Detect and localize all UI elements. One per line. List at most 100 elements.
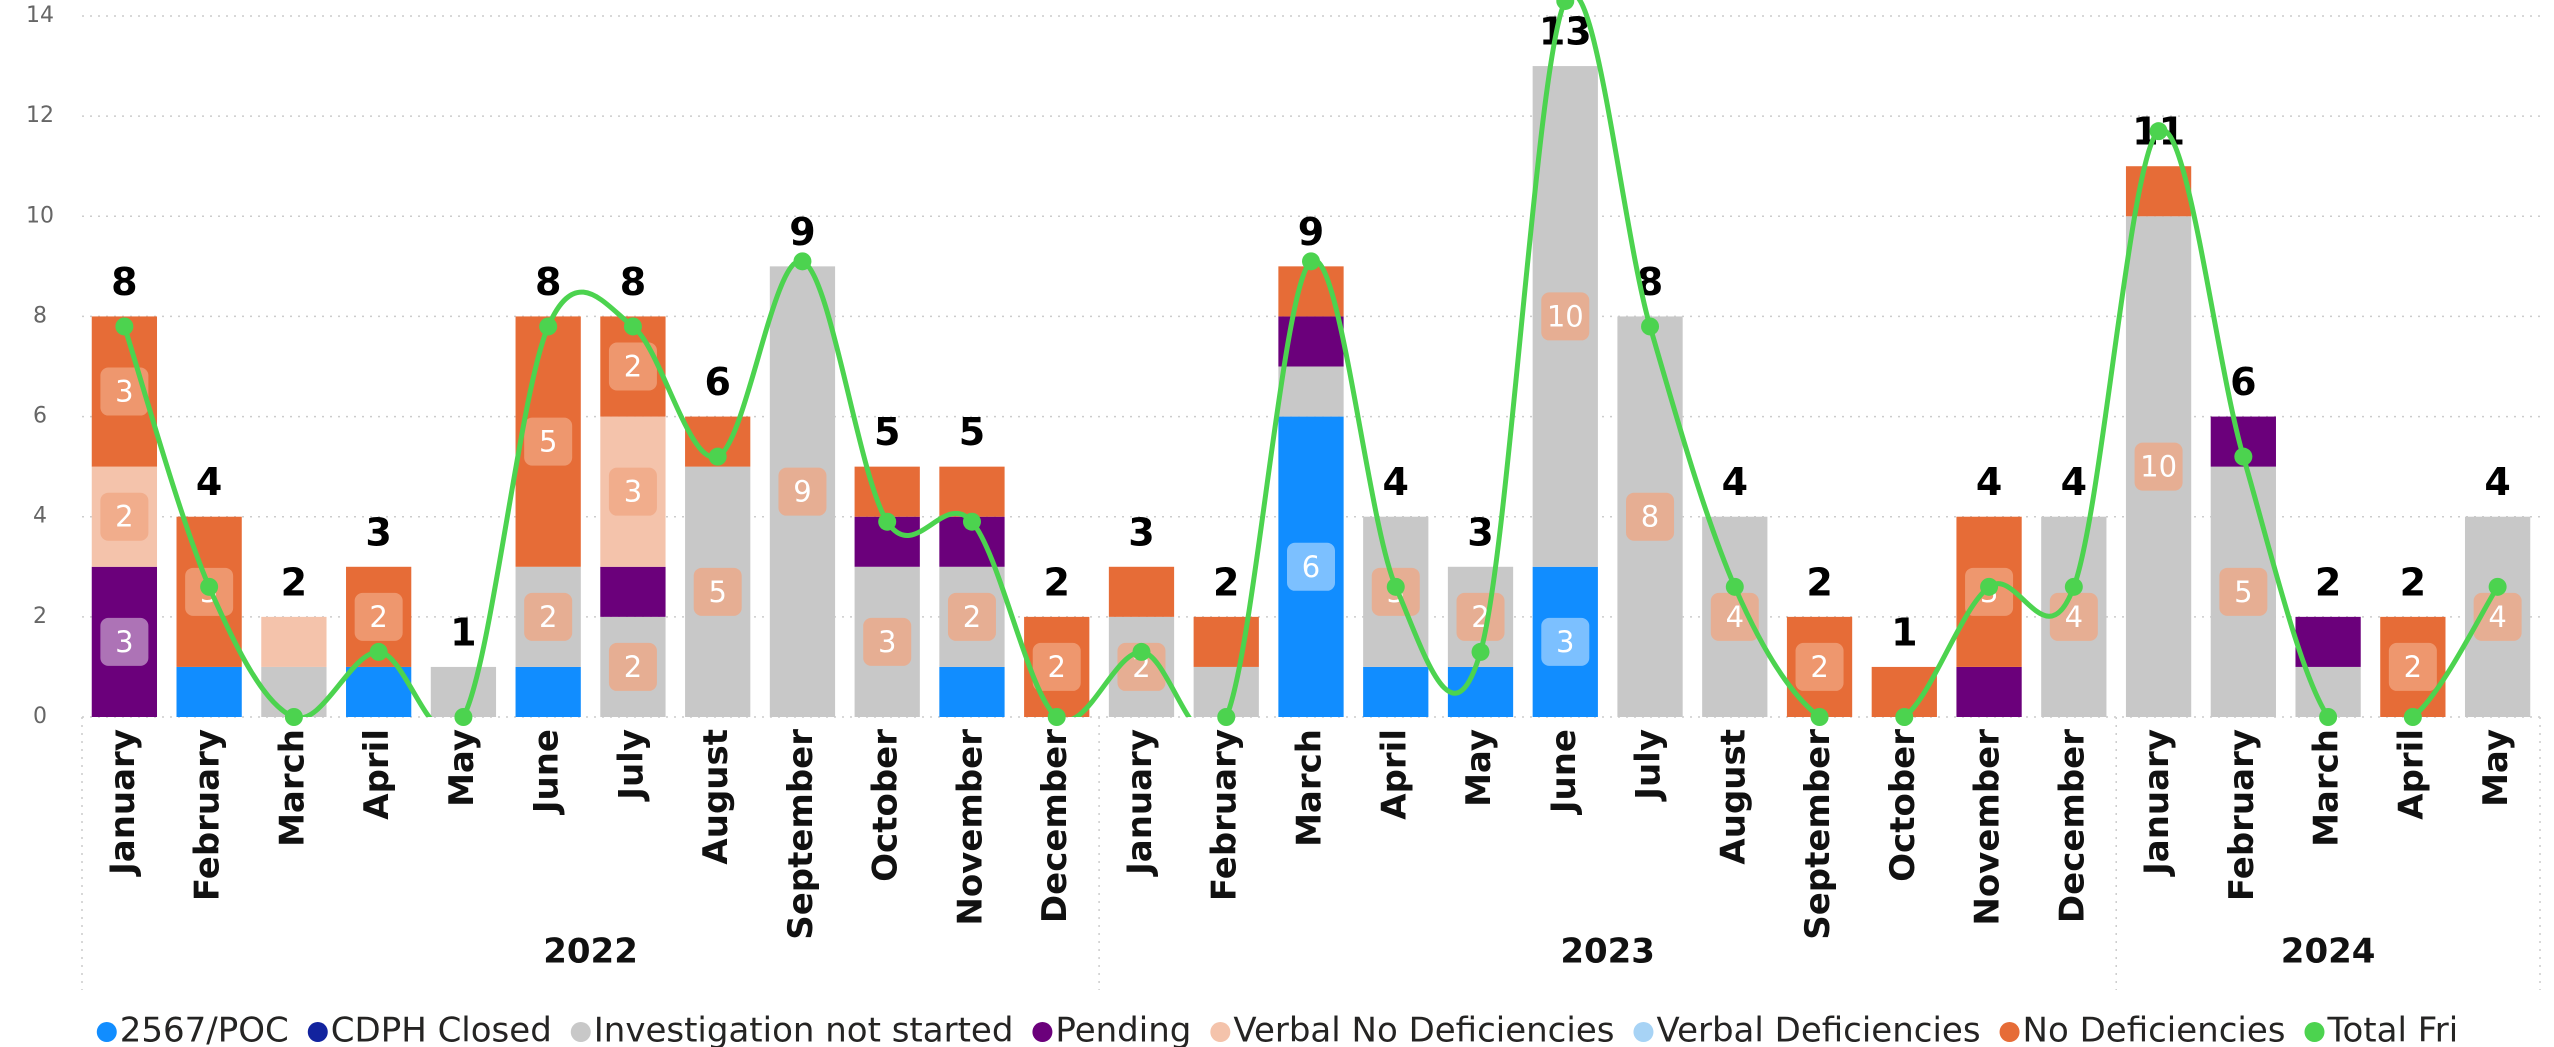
data-label-box xyxy=(778,467,827,516)
x-tick-label: January xyxy=(103,729,143,877)
data-label-box xyxy=(524,417,573,466)
data-label-box xyxy=(100,492,149,541)
line-marker xyxy=(115,317,134,336)
data-label: 2 xyxy=(1810,650,1828,684)
legend-marker xyxy=(570,1022,591,1042)
legend-marker xyxy=(1633,1022,1654,1042)
bar-segment xyxy=(600,566,666,617)
total-label: 6 xyxy=(2230,360,2256,404)
data-label-box xyxy=(2134,442,2183,491)
x-tick-label: October xyxy=(866,729,906,882)
legend-label: 2567/POC xyxy=(120,1011,289,1047)
bar-segment xyxy=(346,666,412,717)
y-tick-label: 4 xyxy=(33,504,47,529)
line-marker xyxy=(2149,122,2168,141)
data-label-box xyxy=(863,617,912,666)
line-marker xyxy=(2319,708,2338,726)
bar-segment xyxy=(854,466,920,517)
data-label-box xyxy=(1541,617,1590,666)
legend-marker xyxy=(2304,1022,2325,1042)
data-label: 10 xyxy=(2140,450,2177,484)
x-tick-label: December xyxy=(2052,729,2092,923)
total-label: 5 xyxy=(959,410,985,454)
data-label: 3 xyxy=(878,625,896,659)
x-tick-label: January xyxy=(2137,729,2177,877)
x-tick-label: March xyxy=(2307,729,2347,847)
line-marker xyxy=(2488,577,2507,596)
line-marker xyxy=(284,708,303,726)
data-label-box xyxy=(100,617,149,666)
total-label: 8 xyxy=(620,260,646,304)
line-marker xyxy=(878,512,897,531)
data-label-box xyxy=(524,592,573,641)
bar-segment xyxy=(1532,566,1598,717)
bar-segment xyxy=(1956,666,2022,717)
total-label: 8 xyxy=(111,260,137,304)
year-label: 2022 xyxy=(543,932,638,972)
x-tick-label: June xyxy=(527,729,567,815)
legend-label: Total Fri xyxy=(2326,1011,2458,1047)
data-label: 5 xyxy=(708,575,726,609)
data-label-box xyxy=(1626,492,1675,541)
total-label: 4 xyxy=(1383,460,1409,504)
legend-label: Investigation not started xyxy=(594,1011,1014,1047)
data-label-box xyxy=(2219,567,2268,616)
line-marker xyxy=(1047,708,1066,726)
line-marker xyxy=(1895,708,1914,726)
x-tick-label: February xyxy=(188,729,228,901)
y-tick-label: 12 xyxy=(26,103,54,128)
total-label: 3 xyxy=(365,510,391,554)
data-label: 3 xyxy=(624,475,642,509)
data-label: 3 xyxy=(115,625,133,659)
bar-segment xyxy=(1108,566,1175,617)
x-tick-label: February xyxy=(1205,729,1245,901)
x-tick-label: October xyxy=(1883,729,1923,882)
line-marker xyxy=(1302,252,1320,271)
x-tick-label: April xyxy=(1374,729,1414,820)
line-marker xyxy=(1217,708,1236,726)
data-label: 3 xyxy=(1556,625,1574,659)
total-label: 4 xyxy=(196,460,222,504)
y-tick-label: 10 xyxy=(26,203,54,228)
x-tick-label: May xyxy=(442,729,482,807)
y-tick-label: 14 xyxy=(26,3,54,28)
x-tick-label: September xyxy=(781,729,821,940)
data-label: 9 xyxy=(793,475,811,509)
data-label: 4 xyxy=(2065,600,2083,634)
bar-segment xyxy=(515,666,581,717)
x-tick-label: August xyxy=(696,729,736,865)
bar-segment xyxy=(1278,366,1344,417)
data-label: 2 xyxy=(369,600,387,634)
line-marker xyxy=(1725,577,1744,596)
data-label: 2 xyxy=(624,350,642,384)
total-label: 9 xyxy=(1298,210,1324,254)
line-marker xyxy=(1386,577,1405,596)
bar-segment xyxy=(939,466,1005,517)
data-label-box xyxy=(1710,592,1759,641)
data-label-box xyxy=(1541,292,1590,341)
data-label: 10 xyxy=(1547,299,1584,333)
data-label: 6 xyxy=(1302,550,1320,584)
total-label: 2 xyxy=(1806,560,1832,604)
legend-label: Verbal No Deficiencies xyxy=(1233,1011,1614,1047)
y-tick-label: 6 xyxy=(33,404,47,429)
legend-marker xyxy=(96,1022,117,1042)
data-label-box xyxy=(2049,592,2098,641)
data-label-box xyxy=(608,342,657,391)
legend: 2567/POC CDPH Closed Investigation not sta… xyxy=(96,1011,2458,1047)
data-label-box xyxy=(608,642,657,691)
total-label: 6 xyxy=(704,360,730,404)
data-label: 2 xyxy=(539,600,557,634)
x-tick-label: August xyxy=(1713,729,1753,865)
bar-segment xyxy=(1278,416,1344,717)
line-marker xyxy=(2234,447,2253,466)
bar-segment xyxy=(261,616,327,667)
data-label: 8 xyxy=(1641,500,1659,534)
y-tick-label: 8 xyxy=(33,303,47,328)
total-label: 4 xyxy=(1976,460,2002,504)
line-marker xyxy=(962,512,981,531)
legend-label: No Deficiencies xyxy=(2023,1011,2286,1047)
total-label: 3 xyxy=(1467,510,1493,554)
data-label-box xyxy=(1032,642,1081,691)
